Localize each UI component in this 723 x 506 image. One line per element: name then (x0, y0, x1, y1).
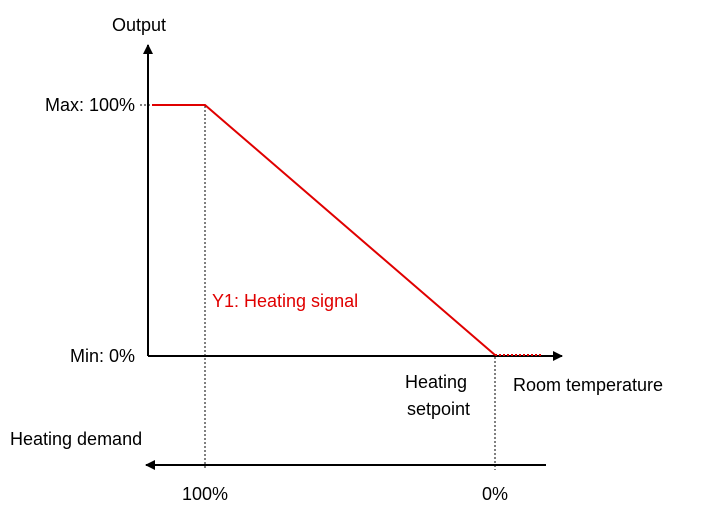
setpoint-line2: setpoint (407, 399, 470, 419)
y-label: Output (112, 15, 166, 35)
demand-label: Heating demand (10, 429, 142, 449)
setpoint-line1: Heating (405, 372, 467, 392)
max-label: Max: 100% (45, 95, 135, 115)
demand-0: 0% (482, 484, 508, 504)
guides (140, 104, 496, 470)
x-label: Room temperature (513, 375, 663, 395)
heating-signal (152, 104, 496, 356)
min-label: Min: 0% (70, 346, 135, 366)
demand-100: 100% (182, 484, 228, 504)
axes (143, 44, 563, 470)
signal-label: Y1: Heating signal (212, 291, 358, 311)
